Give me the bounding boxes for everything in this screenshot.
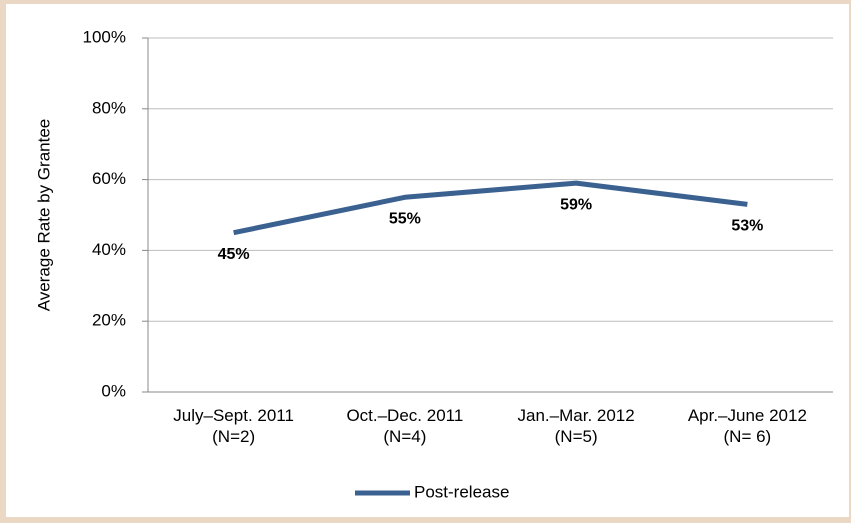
data-label: 55%: [389, 211, 421, 228]
series-line: [233, 180, 748, 236]
y-tick-label: 100%: [83, 27, 126, 46]
x-tick-label: Oct.–Dec. 2011 (N=4): [346, 406, 464, 446]
x-tick-label: Jan.–Mar. 2012 (N=5): [517, 406, 635, 446]
data-label: 45%: [218, 246, 250, 263]
y-axis-label: Average Rate by Grantee: [34, 119, 53, 311]
y-tick-label: 20%: [92, 311, 126, 330]
x-tick-label: July–Sept. 2011 (N=2): [173, 406, 294, 446]
y-tick-label: 60%: [92, 169, 126, 188]
x-tick-label: Apr.–June 2012 (N= 6): [687, 406, 807, 446]
y-tick-label: 40%: [92, 240, 126, 259]
legend-label: Post-release: [414, 482, 509, 501]
data-label: 59%: [560, 196, 592, 213]
y-tick-label: 0%: [101, 381, 126, 400]
data-label: 53%: [731, 218, 763, 235]
y-tick-label: 80%: [92, 98, 126, 117]
